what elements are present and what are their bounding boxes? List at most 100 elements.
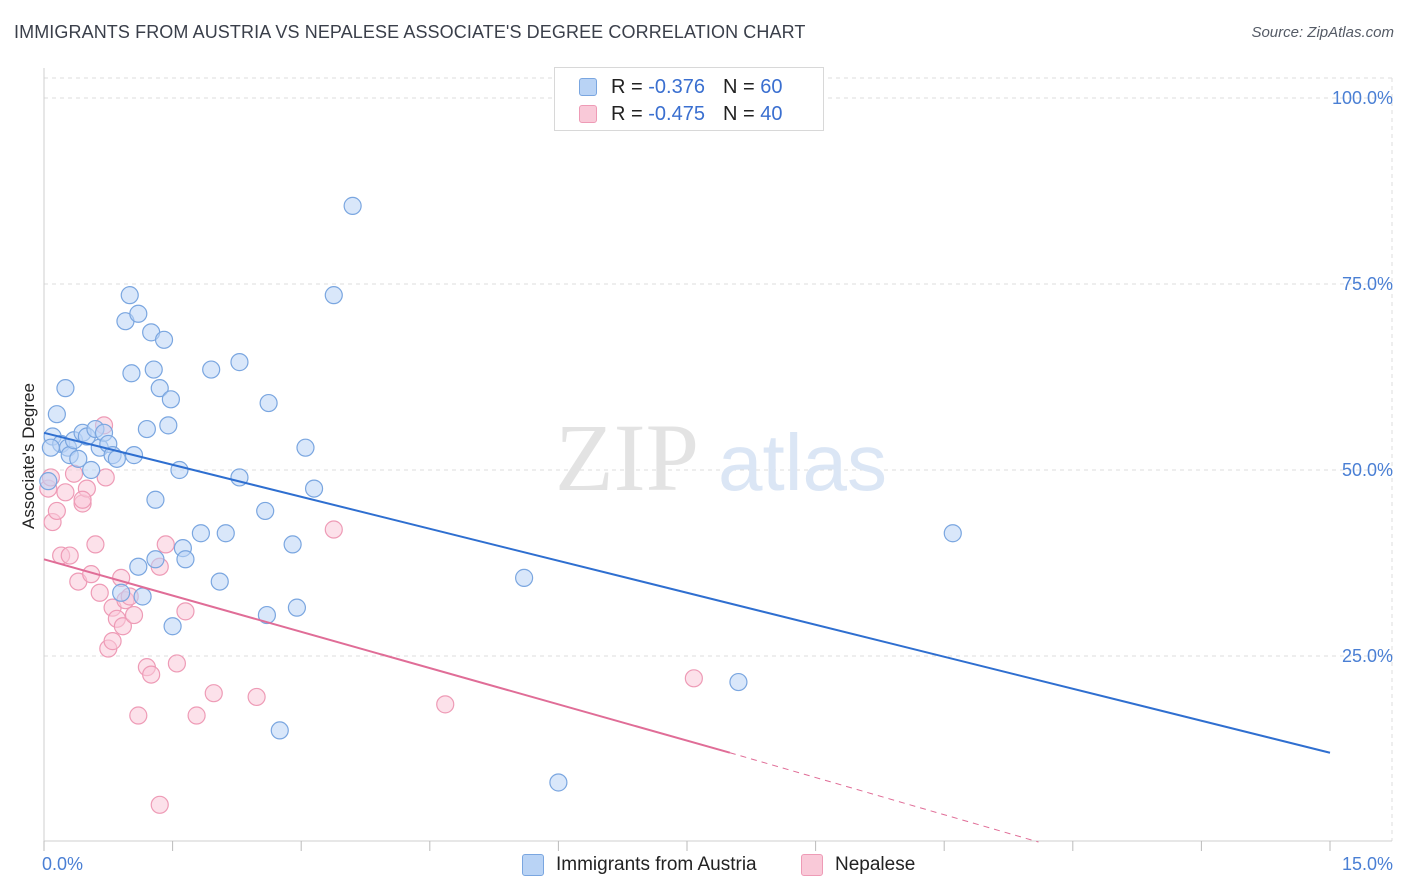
austria-point	[270, 721, 289, 740]
axes	[43, 68, 1392, 851]
austria-point	[146, 490, 165, 509]
austria-point	[41, 438, 60, 457]
austria-point	[515, 568, 534, 587]
nepalese-point	[176, 602, 195, 621]
bottom-legend-nepalese: Nepalese	[801, 852, 915, 878]
nepalese-point	[129, 706, 148, 725]
legend-n-label: N =	[722, 102, 755, 125]
nepalese-points	[39, 416, 703, 814]
y-tick-label: 75.0%	[1342, 274, 1393, 294]
nepalese-trend-line	[43, 558, 731, 754]
nepalese-point	[96, 468, 115, 487]
austria-point	[287, 598, 307, 617]
austria-point	[296, 438, 315, 457]
x-tick-labels: 0.0% 15.0%	[42, 854, 1393, 874]
legend-r-value-austria: -0.376	[648, 75, 705, 98]
nepalese-point	[684, 669, 703, 688]
legend-swatch-nepalese	[579, 105, 597, 123]
austria-point	[943, 524, 962, 543]
austria-point	[154, 330, 174, 349]
bottom-legend-swatch-austria	[522, 854, 544, 876]
austria-point	[47, 405, 66, 424]
austria-point	[549, 773, 568, 792]
legend-r-label: R =	[611, 75, 643, 98]
austria-point	[39, 472, 58, 491]
austria-point	[122, 364, 141, 383]
y-tick-labels: 100.0% 75.0% 50.0% 25.0%	[1332, 88, 1393, 666]
watermark-zip: ZIP	[555, 404, 699, 511]
y-tick-label: 100.0%	[1332, 88, 1393, 108]
y-tick-label: 25.0%	[1342, 646, 1393, 666]
austria-trend-line	[43, 431, 1331, 754]
watermark-atlas: atlas	[718, 418, 887, 507]
nepalese-point	[150, 795, 169, 814]
austria-point	[137, 419, 156, 439]
austria-point	[304, 479, 324, 498]
source-label: Source: ZipAtlas.com	[1251, 24, 1394, 41]
austria-point	[133, 587, 152, 606]
austria-point	[163, 617, 182, 636]
austria-point	[210, 572, 229, 591]
nepalese-point	[247, 687, 266, 707]
austria-point	[259, 393, 278, 413]
bottom-legend-label-nepalese: Nepalese	[835, 854, 916, 875]
austria-point	[159, 416, 178, 435]
bottom-legend-austria: Immigrants from Austria	[522, 852, 757, 878]
austria-point	[256, 501, 275, 521]
legend-row-nepalese: R = -0.475 N = 40	[579, 102, 782, 126]
austria-point	[82, 460, 101, 480]
legend-swatch-austria	[579, 78, 597, 96]
trend-lines	[43, 431, 1331, 843]
bottom-legend-swatch-nepalese	[801, 854, 823, 876]
legend-n-value-austria: 60	[760, 75, 783, 98]
nepalese-point	[167, 654, 186, 673]
nepalese-trend-extension	[729, 752, 1039, 843]
austria-point	[129, 557, 148, 576]
chart-title: IMMIGRANTS FROM AUSTRIA VS NEPALESE ASSO…	[14, 22, 806, 42]
nepalese-point	[56, 483, 75, 502]
y-tick-label: 50.0%	[1342, 460, 1393, 480]
austria-point	[324, 286, 343, 305]
nepalese-point	[86, 535, 105, 554]
x-tick-label: 0.0%	[42, 854, 83, 874]
austria-point	[257, 605, 277, 625]
nepalese-point	[47, 501, 66, 521]
nepalese-point	[90, 583, 109, 602]
y-axis-label: Associate's Degree	[19, 383, 38, 529]
nepalese-point	[142, 665, 161, 684]
nepalese-point	[156, 535, 175, 554]
legend-r-label: R =	[611, 102, 643, 125]
nepalese-point	[124, 605, 144, 625]
legend-n-label: N =	[722, 75, 755, 98]
austria-point	[191, 524, 210, 543]
austria-point	[343, 196, 362, 215]
watermark: ZIP atlas	[555, 404, 887, 511]
nepalese-point	[436, 695, 455, 714]
austria-point	[283, 535, 302, 554]
nepalese-point	[187, 706, 206, 725]
austria-point	[176, 550, 195, 569]
austria-point	[112, 583, 131, 602]
x-tick-label: 15.0%	[1342, 854, 1393, 874]
austria-point	[146, 550, 165, 569]
austria-point	[216, 524, 235, 543]
legend-n-value-nepalese: 40	[760, 102, 783, 125]
nepalese-point	[324, 520, 343, 539]
austria-point	[129, 304, 148, 323]
nepalese-point	[103, 632, 122, 651]
austria-point	[120, 286, 139, 305]
legend-r-value-nepalese: -0.475	[648, 102, 705, 125]
austria-point	[230, 353, 249, 372]
austria-point	[202, 360, 221, 379]
nepalese-point	[60, 546, 79, 565]
austria-points	[39, 196, 962, 792]
nepalese-point	[204, 684, 223, 703]
nepalese-point	[113, 617, 132, 636]
austria-point	[150, 379, 169, 398]
austria-point	[56, 379, 75, 398]
correlation-legend: R = -0.376 N = 60 R = -0.475 N = 40	[554, 67, 824, 131]
austria-point	[144, 360, 163, 379]
legend-row-austria: R = -0.376 N = 60	[579, 75, 782, 99]
nepalese-point	[73, 490, 92, 509]
austria-point	[729, 672, 748, 692]
